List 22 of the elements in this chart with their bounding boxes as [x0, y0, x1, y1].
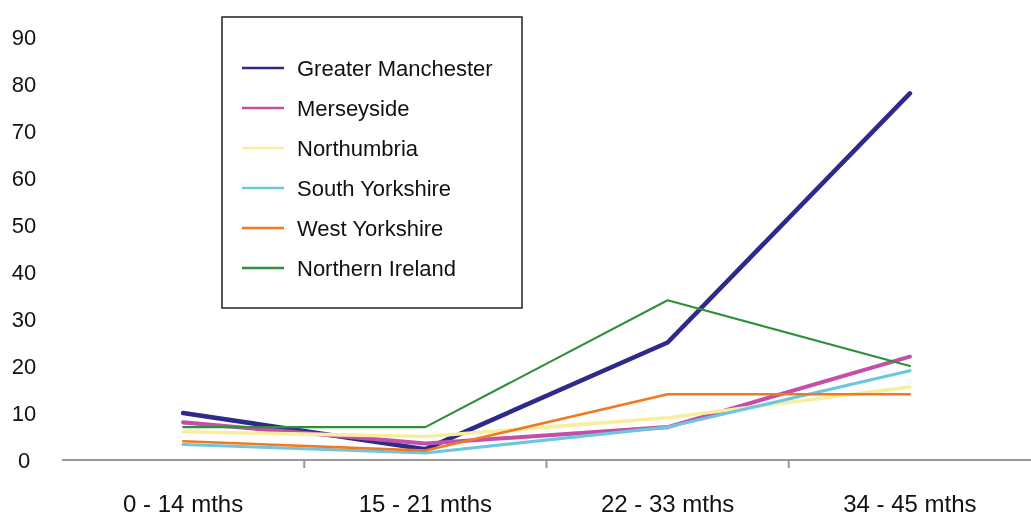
y-tick-label: 20	[11, 353, 37, 379]
x-tick-label: 22 - 33 mths	[600, 490, 735, 517]
y-tick-label: 30	[11, 306, 37, 332]
y-tick-label: 60	[11, 165, 37, 191]
line-series	[181, 385, 912, 439]
legend-label: Northumbria	[297, 135, 419, 161]
legend-label: Greater Manchester	[297, 55, 493, 81]
y-tick-label: 70	[11, 118, 37, 144]
x-tick-label: 34 - 45 mths	[843, 490, 977, 517]
y-tick-label: 0	[17, 447, 31, 473]
y-tick-label: 90	[11, 24, 37, 50]
legend-label: Northern Ireland	[297, 255, 456, 281]
x-tick-label: 0 - 14 mths	[123, 490, 244, 517]
y-tick-label: 40	[11, 259, 37, 285]
y-tick-label: 50	[11, 212, 37, 238]
line-series	[181, 369, 912, 455]
legend-label: Merseyside	[297, 95, 410, 121]
legend-label: South Yorkshire	[297, 175, 452, 201]
y-tick-label: 10	[11, 400, 37, 426]
legend-label: West Yorkshire	[297, 215, 444, 241]
x-tick-label: 15 - 21 mths	[358, 490, 493, 517]
y-tick-label: 80	[11, 71, 37, 97]
